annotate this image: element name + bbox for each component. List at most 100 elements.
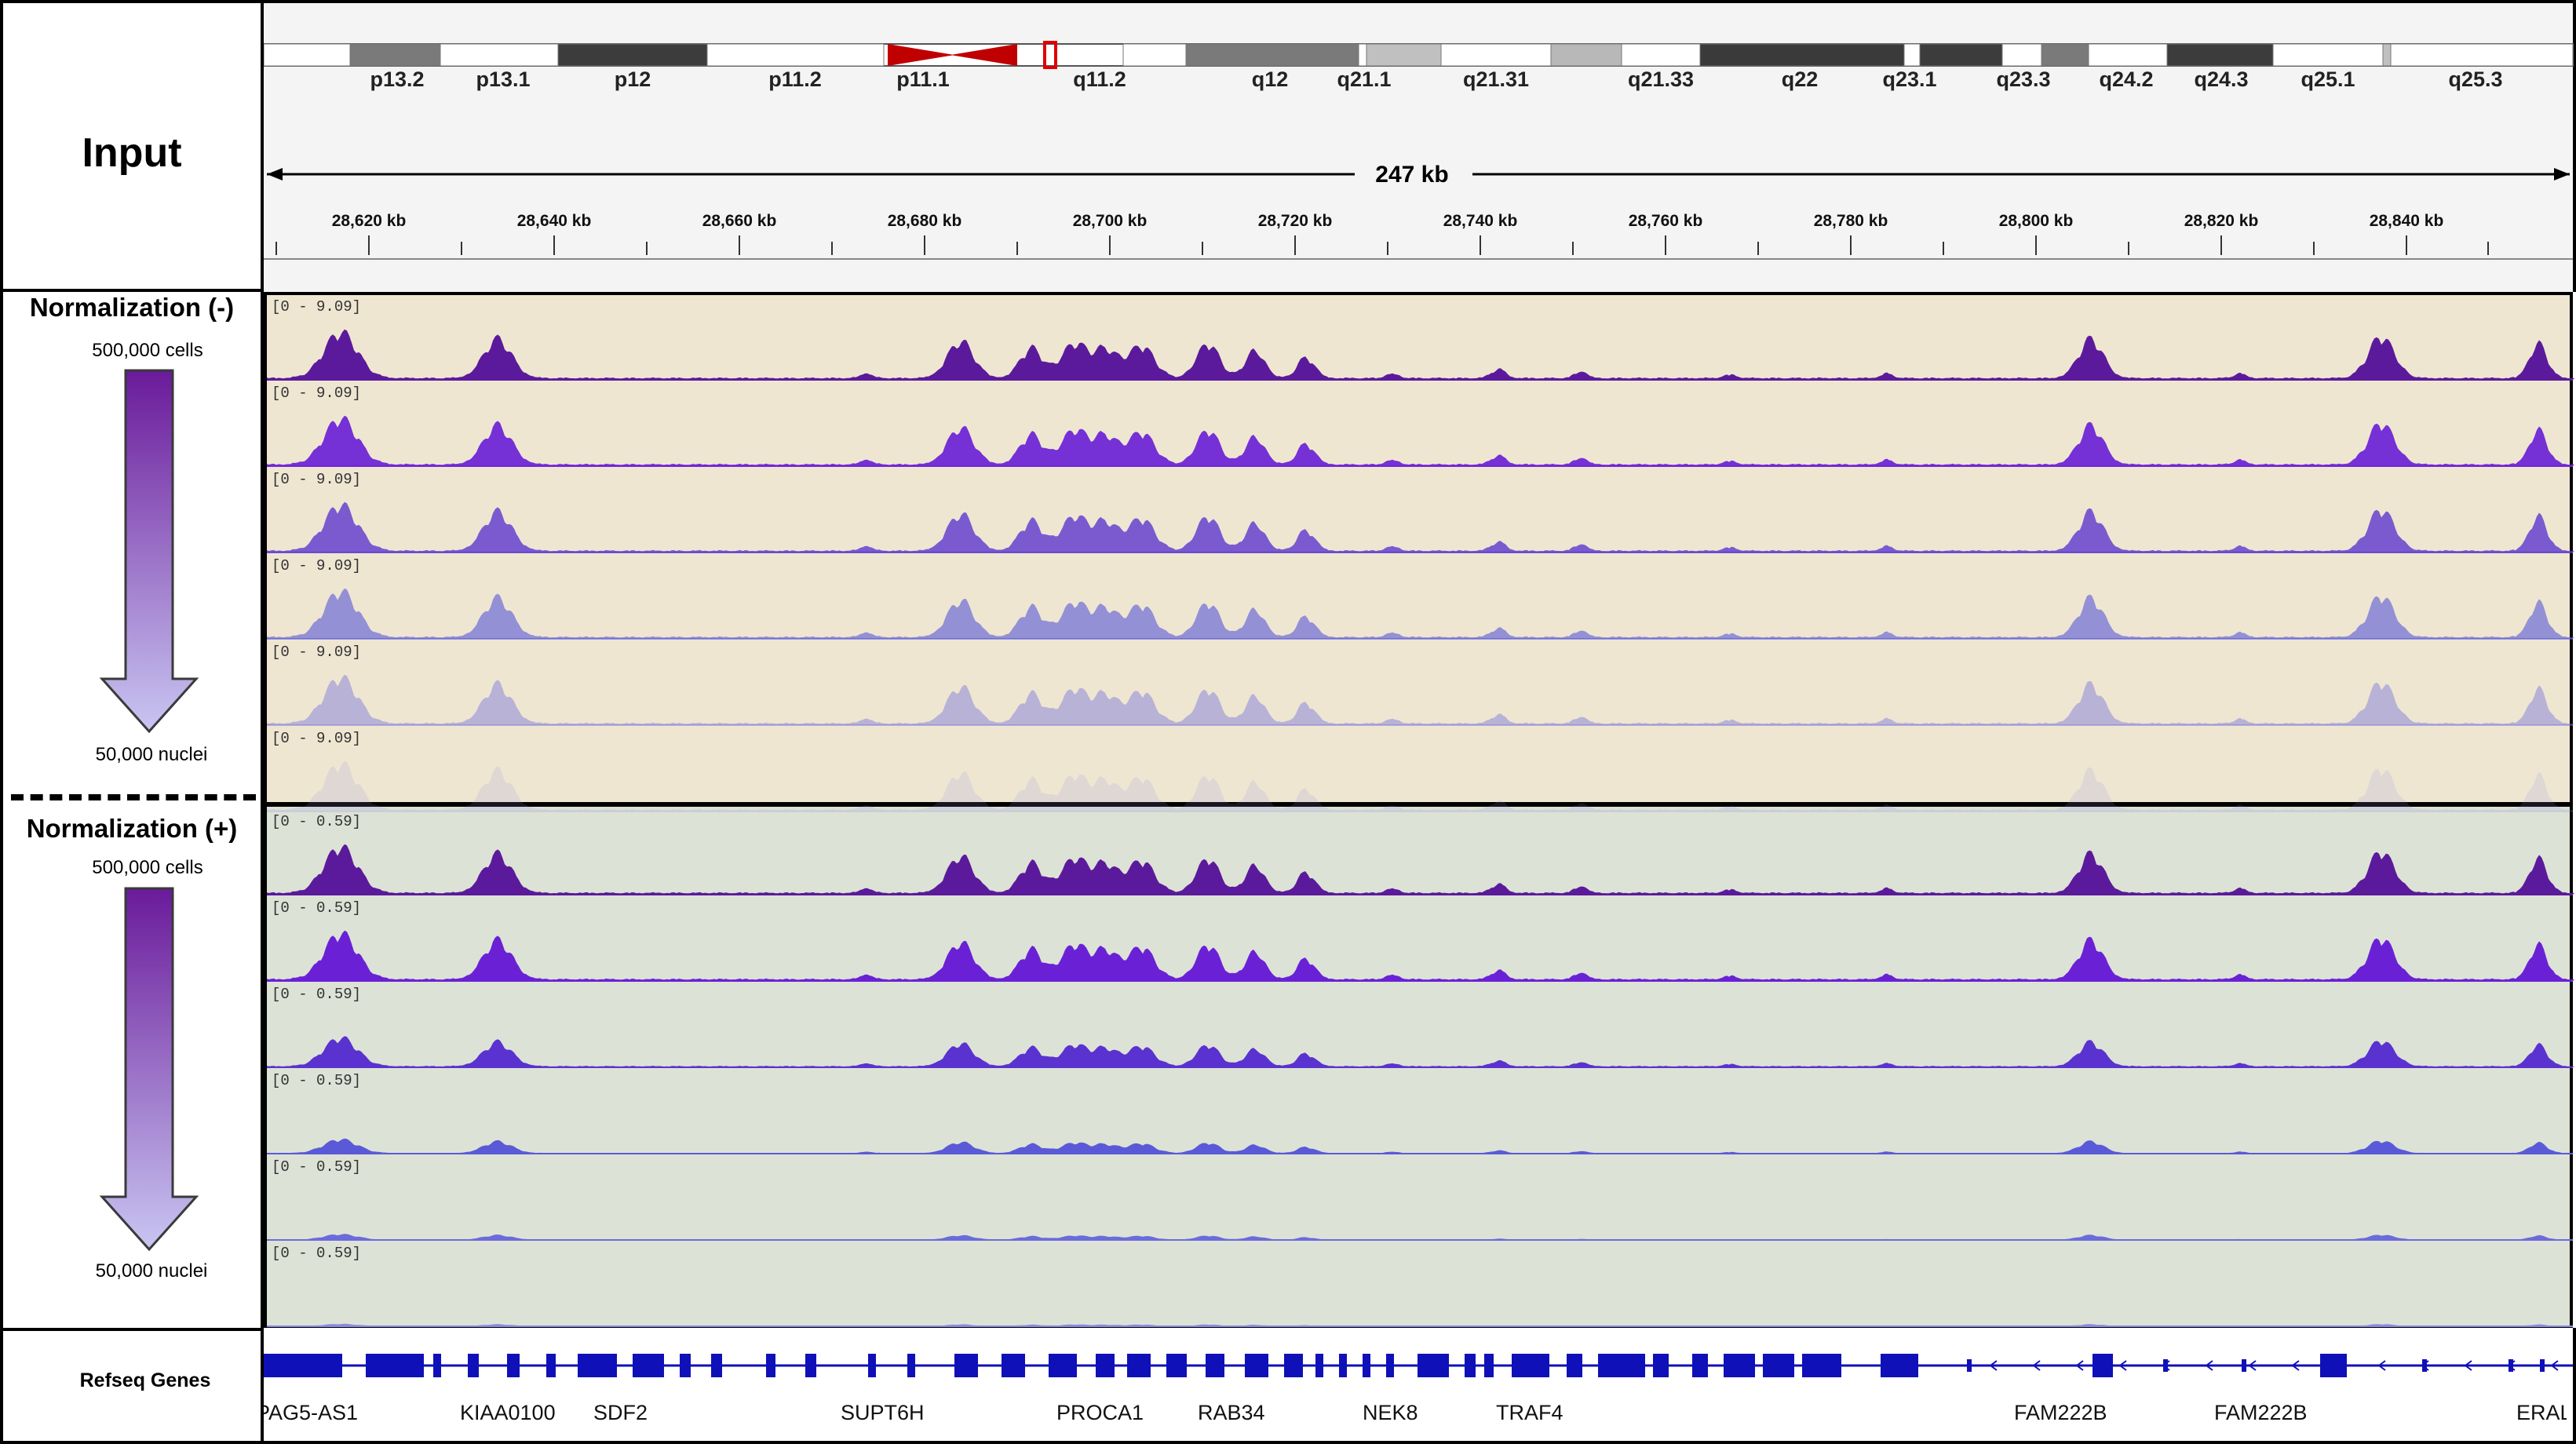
band-label: p13.1: [476, 67, 530, 91]
ruler-tick-label: 28,660 kb: [702, 212, 777, 230]
ruler-tick-label: 28,720 kb: [1258, 212, 1333, 230]
gene-exon: [1465, 1354, 1476, 1377]
coverage-signal: [267, 1036, 2574, 1067]
gene-exon: [1567, 1354, 1582, 1377]
gene-label[interactable]: FAM222B: [2014, 1401, 2107, 1424]
band-label: p11.1: [896, 67, 950, 91]
band-label: q24.2: [2099, 67, 2153, 91]
coverage-tracks: [267, 329, 2574, 1327]
band-label: q25.3: [2448, 67, 2502, 91]
gene-label[interactable]: NEK8: [1363, 1401, 1418, 1424]
chromosome-ideogram[interactable]: p13.2 p13.1 p12 p11.2 p11.1 q11.2 q12 q21.1 q21.…: [264, 0, 2576, 292]
gene-exon: [413, 1354, 424, 1377]
centromere: [888, 44, 954, 66]
ideogram-band: [706, 43, 885, 67]
band-label: p12: [615, 67, 651, 91]
gene-exon: [507, 1354, 520, 1377]
gene-label[interactable]: RAB34: [1198, 1401, 1265, 1424]
coverage-signal: [267, 674, 2574, 725]
gene-exon: [633, 1354, 664, 1377]
gene-label[interactable]: FAM222B: [2214, 1401, 2308, 1424]
band-label: q21.31: [1463, 67, 1529, 91]
gene-exon: [1692, 1354, 1708, 1377]
ruler-tick-label: 28,780 kb: [1814, 212, 1888, 230]
gene-exon: [2508, 1359, 2513, 1372]
gene-exon: [1512, 1354, 1549, 1377]
gene-exon: [868, 1354, 876, 1377]
ruler-tick-label: 28,760 kb: [1629, 212, 1703, 230]
track-range-label: [0 - 0.59]: [272, 986, 362, 1003]
gene-label[interactable]: KIAA0100: [460, 1401, 556, 1424]
strand-arrow-icon: [2249, 1360, 2257, 1371]
ideogram-band: [1185, 43, 1359, 67]
ideogram-band: [1550, 43, 1622, 67]
gene-exon: [1166, 1354, 1187, 1377]
gene-exon: [1653, 1354, 1669, 1377]
track-range-label: [0 - 9.09]: [272, 644, 362, 661]
arrow-right-icon: [2554, 168, 2570, 180]
gene-exon: [907, 1354, 915, 1377]
band-label: q12: [1252, 67, 1289, 91]
gene-exon: [1127, 1354, 1151, 1377]
gene-label[interactable]: SUPT6H: [841, 1401, 925, 1424]
coverage-signal: [267, 1234, 2574, 1240]
ideogram-band: [2166, 43, 2274, 67]
ideogram-band: [2088, 43, 2168, 67]
ideogram-band: [264, 43, 351, 67]
ruler-tick-label: 28,840 kb: [2370, 212, 2444, 230]
norm-minus-title: Normalization (-): [29, 293, 235, 322]
gene-exon: [391, 1354, 405, 1377]
gene-exon: [1096, 1354, 1115, 1377]
gene-exon: [366, 1354, 413, 1377]
gene-label[interactable]: SDF2: [593, 1401, 648, 1424]
track-range-label: [0 - 0.59]: [272, 1245, 362, 1262]
ideogram-band: [1366, 43, 1442, 67]
ideogram-band: [349, 43, 441, 67]
gene-exon: [546, 1354, 556, 1377]
coverage-signal: [267, 930, 2574, 981]
track-range-label: [0 - 0.59]: [272, 813, 362, 830]
gene-exon: [264, 1354, 342, 1377]
current-region-marker: [1043, 41, 1057, 69]
strand-arrow-icon: [2119, 1360, 2127, 1371]
gene-exon: [1245, 1354, 1268, 1377]
gene-exon: [805, 1354, 816, 1377]
coverage-signal: [267, 1138, 2574, 1154]
strand-arrow-icon: [2378, 1360, 2386, 1371]
gene-label[interactable]: PAG5-AS1: [256, 1401, 359, 1424]
strand-arrow-icon: [1990, 1360, 1998, 1371]
down-arrow-icon: [99, 369, 199, 734]
gene-label[interactable]: ERAL1: [2516, 1401, 2567, 1424]
ideogram-band: [1919, 43, 2003, 67]
gene-exon: [1315, 1354, 1323, 1377]
track-range-label: [0 - 9.09]: [272, 298, 362, 315]
gene-exon: [433, 1354, 441, 1377]
gene-exon: [1763, 1354, 1794, 1377]
ideogram-band: [1440, 43, 1552, 67]
norm-minus-top-label: 500,000 cells: [92, 340, 203, 361]
gene-exon: [1002, 1354, 1025, 1377]
ruler-tick-label: 28,680 kb: [888, 212, 962, 230]
strand-arrow-icon: [2335, 1360, 2343, 1371]
band-label: q23.1: [1882, 67, 1936, 91]
refseq-gene-track[interactable]: [264, 1328, 2576, 1444]
track-range-label: [0 - 9.09]: [272, 385, 362, 402]
ideogram-band: [1903, 43, 1921, 67]
gene-exon: [1418, 1354, 1449, 1377]
band-label: p13.2: [370, 67, 424, 91]
gene-exon: [1206, 1354, 1224, 1377]
strand-arrow-icon: [2206, 1360, 2213, 1371]
band-label: q25.1: [2301, 67, 2355, 91]
strand-arrow-icon: [2162, 1360, 2170, 1371]
ruler-tick-label: 28,700 kb: [1073, 212, 1148, 230]
refseq-track-panel: [264, 1328, 2576, 1444]
gene-exon: [1339, 1354, 1347, 1377]
ruler-tick-label: 28,740 kb: [1443, 212, 1518, 230]
coverage-signal: [267, 588, 2574, 639]
gene-exon: [2093, 1354, 2113, 1377]
gene-label[interactable]: TRAF4: [1496, 1401, 1563, 1424]
gene-exon: [954, 1354, 978, 1377]
track-range-label: [0 - 0.59]: [272, 899, 362, 917]
gene-label[interactable]: PROCA1: [1056, 1401, 1144, 1424]
ruler-tick-label: 28,620 kb: [332, 212, 407, 230]
